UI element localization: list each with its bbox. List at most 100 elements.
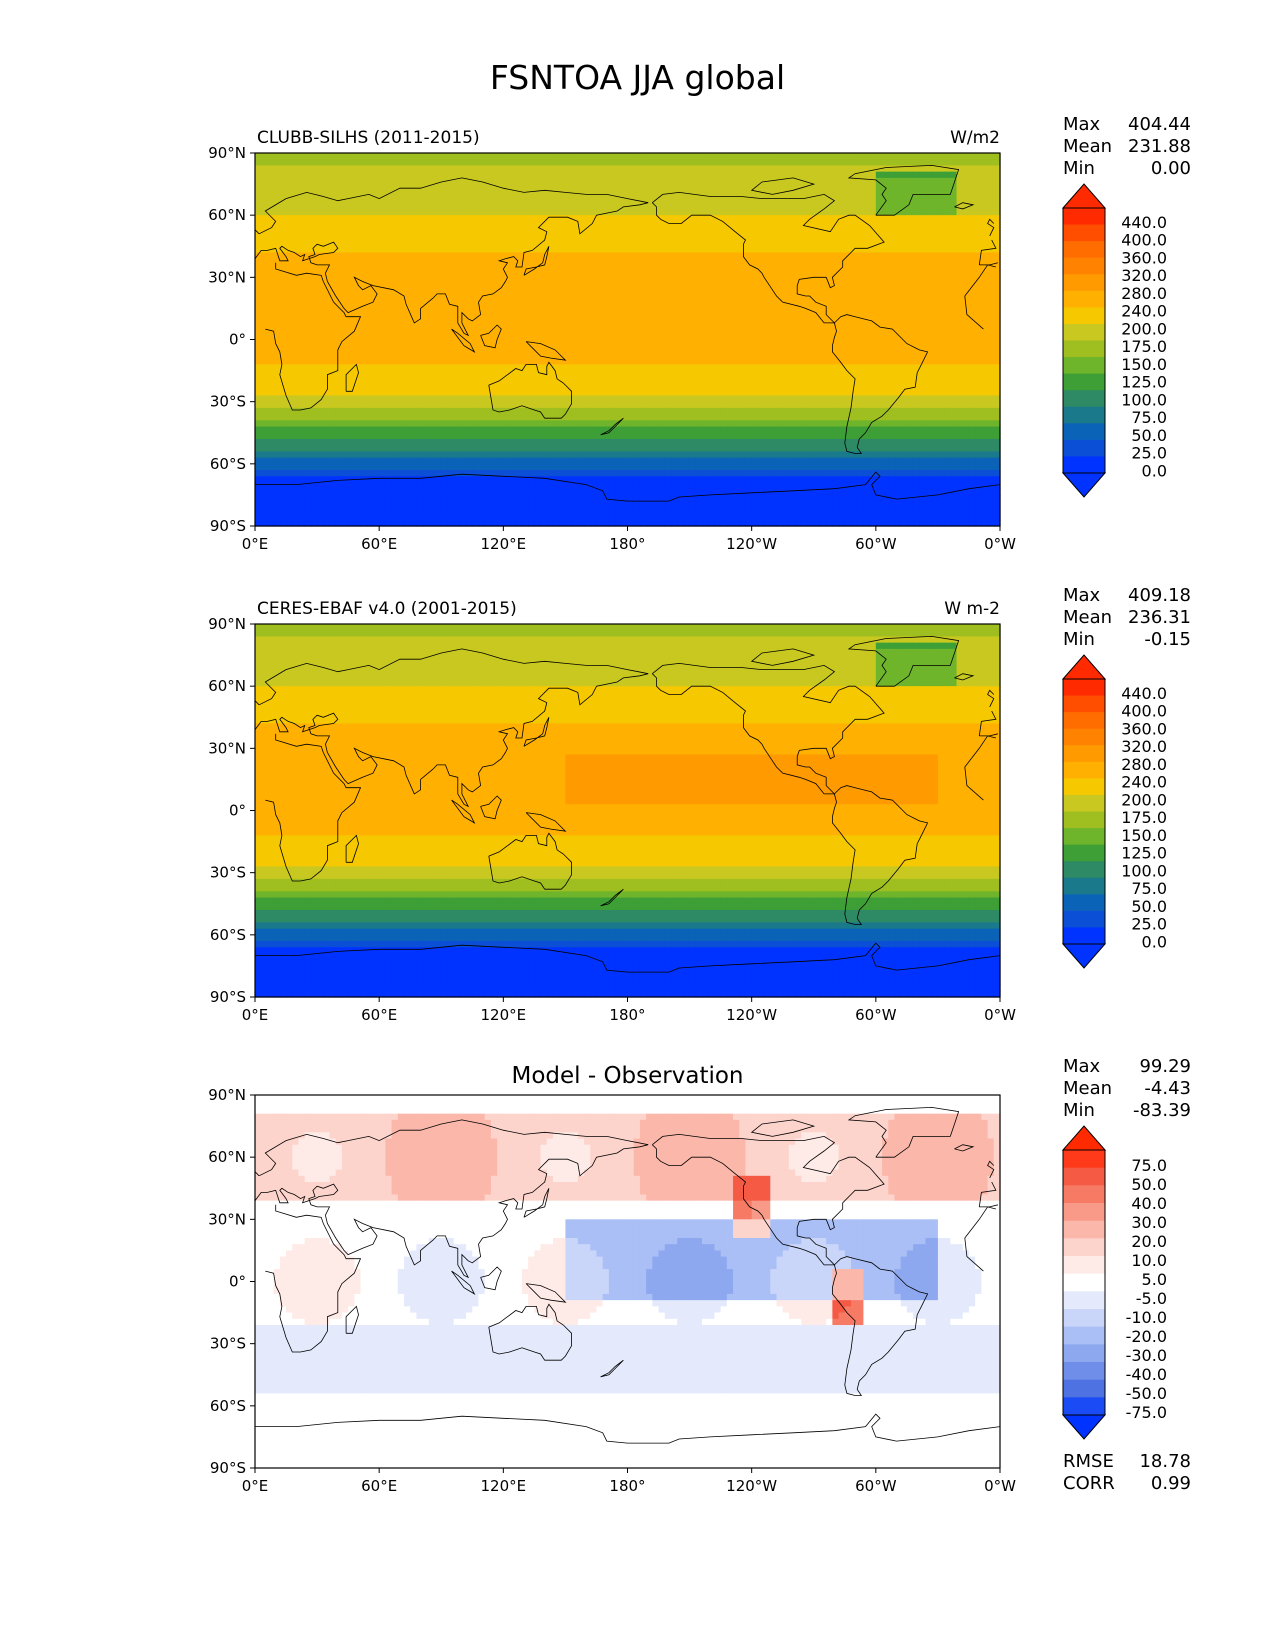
field-cell	[429, 408, 436, 415]
field-cell	[596, 271, 603, 278]
field-cell	[882, 221, 889, 228]
field-cell	[690, 184, 697, 191]
field-cell	[516, 302, 523, 309]
field-cell	[572, 346, 579, 353]
field-cell	[938, 252, 945, 259]
field-cell	[975, 159, 982, 166]
field-cell	[472, 395, 479, 402]
field-cell	[317, 408, 324, 415]
field-cell	[516, 203, 523, 210]
field-cell	[261, 371, 268, 378]
field-cell	[373, 221, 380, 228]
field-cell	[317, 302, 324, 309]
field-cell	[702, 302, 709, 309]
field-cell	[379, 209, 386, 216]
field-cell	[609, 346, 616, 353]
field-cell	[745, 352, 752, 359]
field-cell	[932, 333, 939, 340]
field-cell	[733, 340, 740, 347]
field-cell	[441, 234, 448, 241]
field-cell	[429, 165, 436, 172]
field-cell	[907, 402, 914, 409]
field-cell	[578, 383, 585, 390]
field-cell	[534, 296, 541, 303]
field-cell	[777, 172, 784, 179]
field-cell	[646, 321, 653, 328]
field-cell	[292, 215, 299, 222]
field-cell	[801, 377, 808, 384]
field-cell	[491, 178, 498, 185]
field-cell	[274, 234, 281, 241]
field-cell	[888, 228, 895, 235]
field-cell	[361, 178, 368, 185]
field-cell	[752, 265, 759, 272]
field-cell	[950, 277, 957, 284]
field-cell	[261, 383, 268, 390]
field-cell	[702, 271, 709, 278]
field-cell	[957, 352, 964, 359]
field-cell	[596, 377, 603, 384]
field-cell	[584, 333, 591, 340]
field-cell	[839, 402, 846, 409]
field-cell	[745, 277, 752, 284]
field-cell	[609, 377, 616, 384]
field-cell	[615, 377, 622, 384]
field-cell	[714, 252, 721, 259]
field-cell	[820, 284, 827, 291]
field-cell	[603, 209, 610, 216]
field-cell	[385, 265, 392, 272]
field-cell	[398, 234, 405, 241]
field-cell	[609, 315, 616, 322]
field-cell	[491, 197, 498, 204]
field-cell	[702, 402, 709, 409]
field-cell	[454, 190, 461, 197]
field-cell	[882, 228, 889, 235]
field-cell	[348, 352, 355, 359]
field-cell	[559, 383, 566, 390]
field-cell	[814, 153, 821, 160]
field-cell	[857, 352, 864, 359]
field-cell	[392, 296, 399, 303]
field-cell	[311, 228, 318, 235]
field-cell	[336, 190, 343, 197]
field-cell	[615, 165, 622, 172]
field-cell	[410, 197, 417, 204]
field-cell	[882, 389, 889, 396]
field-cell	[708, 308, 715, 315]
field-cell	[541, 333, 548, 340]
field-cell	[578, 215, 585, 222]
field-cell	[634, 265, 641, 272]
field-cell	[950, 315, 957, 322]
field-cell	[348, 221, 355, 228]
field-cell	[398, 178, 405, 185]
field-cell	[516, 165, 523, 172]
field-cell	[739, 228, 746, 235]
field-cell	[770, 395, 777, 402]
field-cell	[336, 277, 343, 284]
field-cell	[665, 153, 672, 160]
field-cell	[894, 346, 901, 353]
field-cell	[634, 153, 641, 160]
field-cell	[727, 228, 734, 235]
field-cell	[683, 284, 690, 291]
field-cell	[547, 159, 554, 166]
field-cell	[267, 240, 274, 247]
field-cell	[795, 321, 802, 328]
field-cell	[857, 159, 864, 166]
field-cell	[671, 172, 678, 179]
field-cell	[280, 308, 287, 315]
field-cell	[373, 184, 380, 191]
field-cell	[280, 178, 287, 185]
field-cell	[739, 246, 746, 253]
field-cell	[814, 203, 821, 210]
field-cell	[795, 215, 802, 222]
field-cell	[298, 290, 305, 297]
field-cell	[882, 165, 889, 172]
field-cell	[441, 346, 448, 353]
field-cell	[503, 240, 510, 247]
field-cell	[615, 327, 622, 334]
field-cell	[919, 284, 926, 291]
field-cell	[659, 284, 666, 291]
field-cell	[584, 165, 591, 172]
field-cell	[907, 358, 914, 365]
